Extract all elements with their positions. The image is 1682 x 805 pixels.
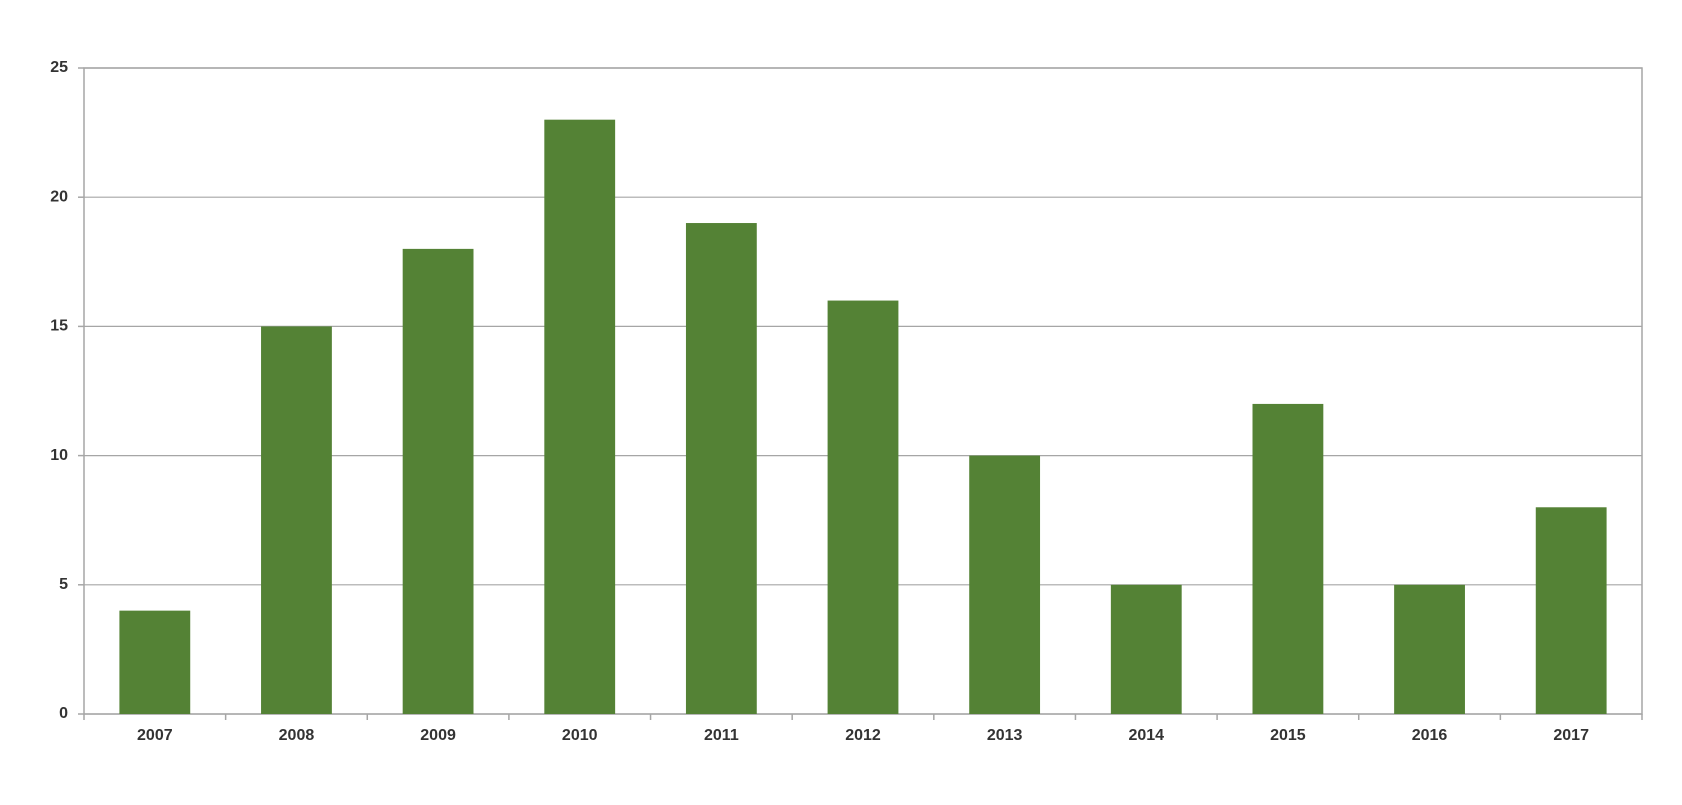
x-tick-label: 2008 (279, 727, 315, 744)
x-tick-label: 2007 (137, 727, 173, 744)
y-tick-label: 0 (59, 705, 68, 722)
bar (827, 300, 899, 714)
bar (1394, 584, 1465, 714)
x-tick-label: 2010 (562, 727, 598, 744)
bar (1110, 584, 1182, 714)
y-tick-label: 5 (59, 576, 68, 593)
bar (1252, 403, 1324, 714)
x-tick-label: 2012 (845, 727, 881, 744)
y-tick-label: 15 (50, 318, 68, 335)
bar (685, 223, 757, 715)
y-tick-label: 10 (50, 447, 68, 464)
y-tick-label: 25 (50, 59, 68, 76)
x-tick-label: 2017 (1553, 727, 1589, 744)
x-tick-label: 2015 (1270, 727, 1306, 744)
x-tick-label: 2009 (420, 727, 456, 744)
bar (969, 455, 1041, 714)
y-tick-label: 20 (50, 188, 68, 205)
x-tick-label: 2011 (704, 727, 739, 744)
x-tick-label: 2014 (1128, 727, 1164, 744)
bar (544, 119, 616, 715)
bar (119, 610, 191, 714)
x-tick-label: 2013 (987, 727, 1023, 744)
bar (1535, 507, 1607, 714)
bar (402, 248, 474, 714)
x-tick-label: 2016 (1412, 727, 1448, 744)
bar (261, 326, 332, 714)
